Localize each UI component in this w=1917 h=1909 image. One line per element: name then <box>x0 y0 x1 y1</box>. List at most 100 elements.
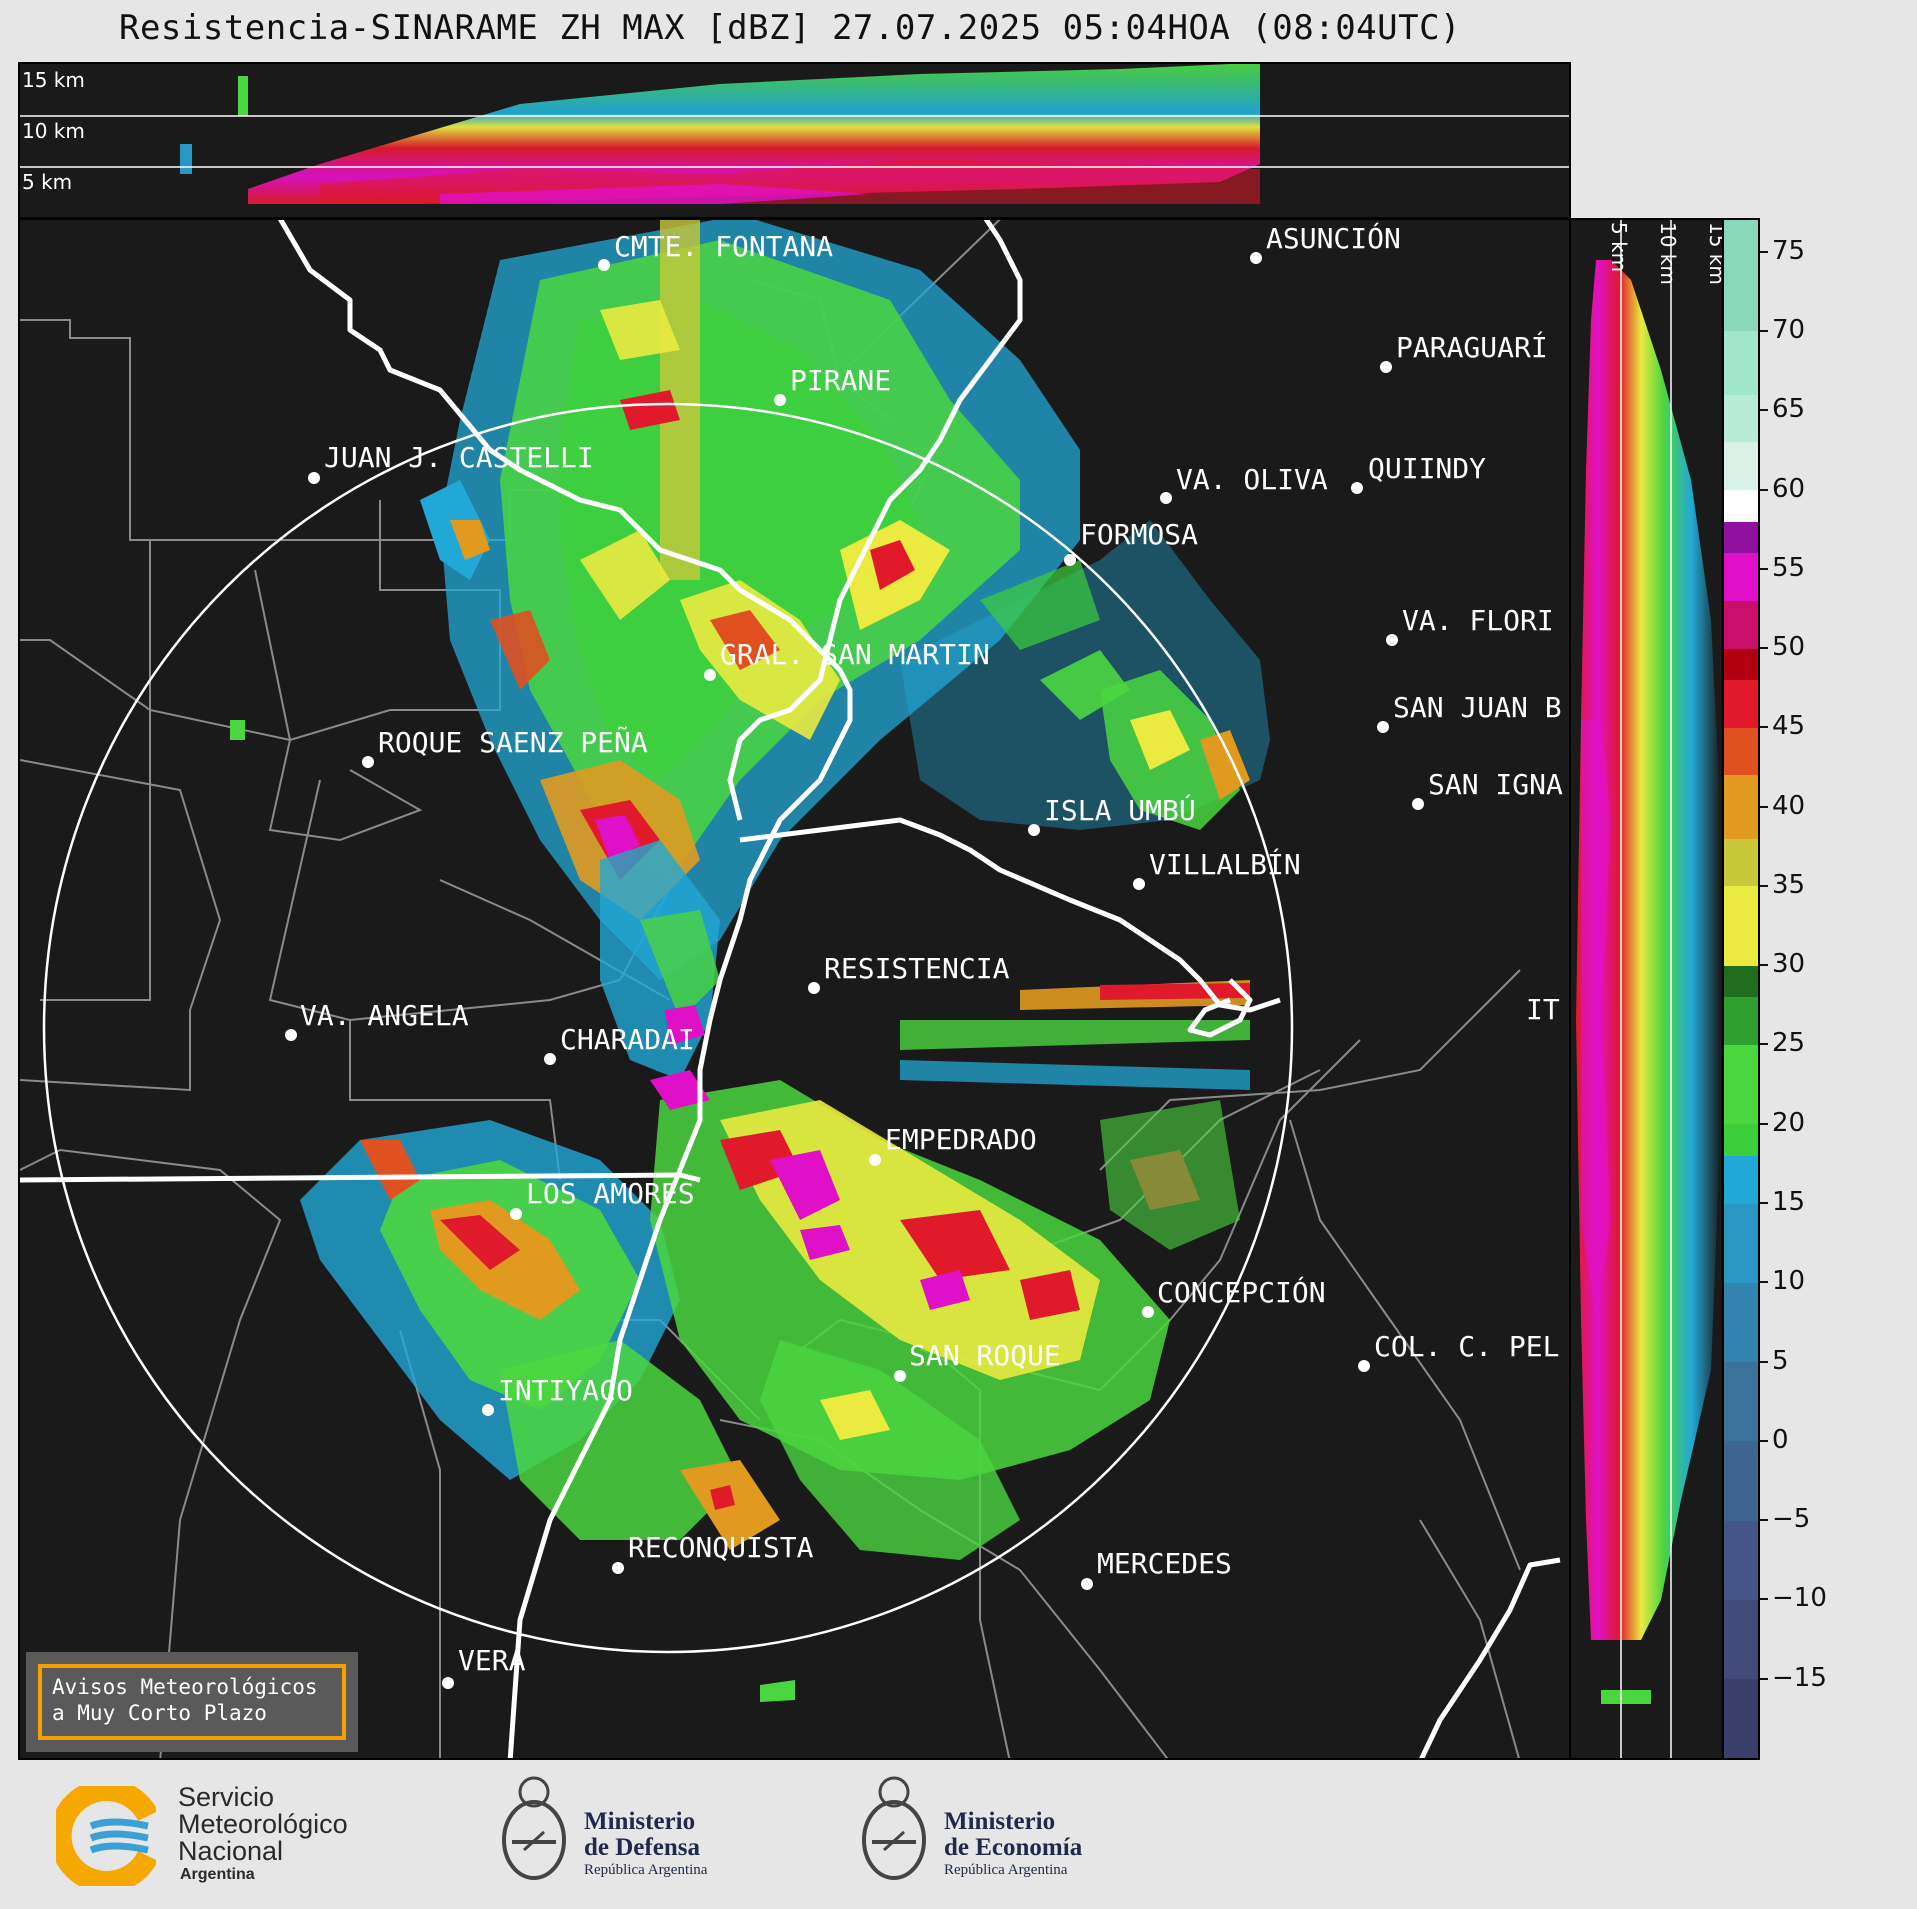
smn-logo <box>49 1779 158 1893</box>
colorbar-band <box>1724 489 1758 522</box>
city-label: MERCEDES <box>1097 1547 1232 1580</box>
colorbar-tick-label: 0 <box>1772 1424 1789 1455</box>
city-dot <box>1412 798 1424 810</box>
city-label: RESISTENCIA <box>824 952 1010 985</box>
colorbar-tick-label: −5 <box>1772 1504 1811 1535</box>
city-label: ROQUE SAENZ PEÑA <box>378 725 648 759</box>
warning-line-1: Avisos Meteorológicos <box>52 1675 318 1699</box>
colorbar-band <box>1724 1044 1758 1125</box>
city-dot <box>1064 554 1076 566</box>
city-label: VERA <box>458 1644 526 1677</box>
colorbar-band <box>1724 1440 1758 1521</box>
city-label: SAN ROQUE <box>909 1339 1061 1372</box>
colorbar-band <box>1724 1520 1758 1600</box>
colorbar-tick-label: 15 <box>1772 1187 1806 1218</box>
colorbar-band <box>1724 648 1758 681</box>
city-label: COL. C. PEL <box>1374 1330 1559 1363</box>
colorbar-tick-label: −15 <box>1772 1662 1827 1693</box>
colorbar-tick-mark <box>1760 1122 1768 1125</box>
city-dot <box>1081 1578 1093 1590</box>
colorbar-tick-label: 55 <box>1772 552 1806 583</box>
city-dot <box>1028 824 1040 836</box>
smn-line-4: Argentina <box>180 1866 255 1883</box>
defensa-seal <box>494 1772 574 1896</box>
colorbar-band <box>1724 220 1758 332</box>
colorbar-band <box>1724 1678 1758 1758</box>
city-label: ISLA UMBÚ <box>1044 793 1196 827</box>
colorbar-band <box>1724 394 1758 443</box>
economia-line-2: de Economía <box>944 1834 1083 1861</box>
defensa-line-3: República Argentina <box>584 1862 708 1878</box>
colorbar-tick-label: 5 <box>1772 1345 1789 1376</box>
city-dot <box>612 1562 624 1574</box>
colorbar-band <box>1724 441 1758 491</box>
city-label: CMTE. FONTANA <box>614 230 833 263</box>
colorbar-band <box>1724 552 1758 602</box>
colorbar-tick-label: 75 <box>1772 235 1806 266</box>
city-label: SAN IGNA <box>1428 768 1563 801</box>
city-label: JUAN J. CASTELLI <box>324 441 594 474</box>
colorbar-band <box>1724 885 1758 966</box>
colorbar-tick-label: 70 <box>1772 314 1806 345</box>
city-dot <box>1380 361 1392 373</box>
colorbar-tick-label: 50 <box>1772 632 1806 663</box>
city-dot <box>894 1370 906 1382</box>
economia-seal <box>854 1772 934 1896</box>
city-dot <box>1250 252 1262 264</box>
city-label: CHARADAI <box>560 1023 695 1056</box>
colorbar-band <box>1724 965 1758 998</box>
colorbar-band <box>1724 521 1758 554</box>
km-label-5: 5 km <box>22 170 73 194</box>
colorbar-tick-mark <box>1760 1677 1768 1680</box>
city-label: IT <box>1526 993 1560 1026</box>
colorbar-tick-mark <box>1760 567 1768 570</box>
km-label-15: 15 km <box>22 68 85 92</box>
coat-of-arms-icon <box>862 1776 926 1880</box>
city-dot <box>285 1029 297 1041</box>
colorbar-tick-mark <box>1760 488 1768 491</box>
city-dot <box>598 259 610 271</box>
colorbar-band <box>1724 727 1758 776</box>
smn-line-2: Meteorológico <box>178 1809 348 1839</box>
defensa-line-2: de Defensa <box>584 1834 700 1861</box>
colorbar-tick-mark <box>1760 1360 1768 1363</box>
page-title: Resistencia-SINARAME ZH MAX [dBZ] 27.07.… <box>118 8 1462 48</box>
colorbar-tick-mark <box>1760 726 1768 729</box>
top-cross-section: 15 km 10 km 5 km <box>18 62 1571 219</box>
city-dot <box>1351 482 1363 494</box>
colorbar-tick-mark <box>1760 1519 1768 1522</box>
colorbar-tick-label: 40 <box>1772 790 1806 821</box>
km-label-10: 10 km <box>1656 222 1680 285</box>
colorbar-band <box>1724 774 1758 839</box>
city-dot <box>362 756 374 768</box>
colorbar-tick-label: −10 <box>1772 1583 1827 1614</box>
colorbar-tick-mark <box>1760 1439 1768 1442</box>
top-cross-section-plot <box>20 64 1569 204</box>
colorbar-tick-mark <box>1760 647 1768 650</box>
city-label: VA. OLIVA <box>1176 463 1328 496</box>
city-dot <box>869 1154 881 1166</box>
economia-line-1: Ministerio <box>944 1808 1056 1835</box>
coat-of-arms-icon <box>502 1776 566 1880</box>
colorbar-tick-mark <box>1760 329 1768 332</box>
colorbar <box>1722 218 1760 1760</box>
city-dot <box>544 1053 556 1065</box>
colorbar-tick-mark <box>1760 1281 1768 1284</box>
colorbar-band <box>1724 1361 1758 1442</box>
city-dot <box>704 669 716 681</box>
city-label: PARAGUARÍ <box>1396 330 1548 364</box>
colorbar-band <box>1724 1599 1758 1680</box>
city-label: VA. ANGELA <box>300 999 469 1032</box>
colorbar-band <box>1724 1282 1758 1363</box>
smn-logo-icon <box>49 1779 158 1893</box>
colorbar-tick-mark <box>1760 884 1768 887</box>
colorbar-tick-label: 45 <box>1772 711 1806 742</box>
city-label: VA. FLORI <box>1402 604 1554 637</box>
city-dot <box>1160 492 1172 504</box>
colorbar-tick-mark <box>1760 1043 1768 1046</box>
colorbar-band <box>1724 1155 1758 1204</box>
radar-map: CMTE. FONTANA ASUNCIÓN PARAGUARÍ PIRANE … <box>18 218 1571 1760</box>
colorbar-tick-mark <box>1760 964 1768 967</box>
city-markers: CMTE. FONTANA ASUNCIÓN PARAGUARÍ PIRANE … <box>285 221 1563 1689</box>
city-dot <box>1358 1360 1370 1372</box>
